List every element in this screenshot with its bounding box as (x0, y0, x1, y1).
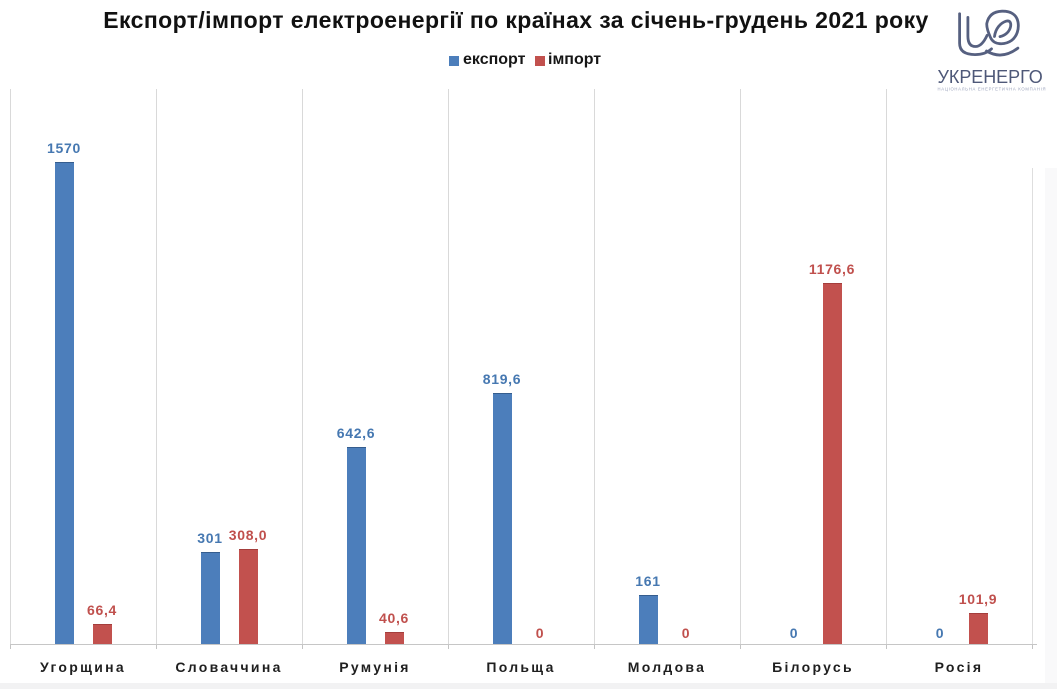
svg-text:НАЦІОНАЛЬНА ЕНЕРГЕТИЧНА КОМПАН: НАЦІОНАЛЬНА ЕНЕРГЕТИЧНА КОМПАНІЯ (938, 86, 1047, 91)
svg-text:УКРЕНЕРГО: УКРЕНЕРГО (938, 67, 1043, 87)
